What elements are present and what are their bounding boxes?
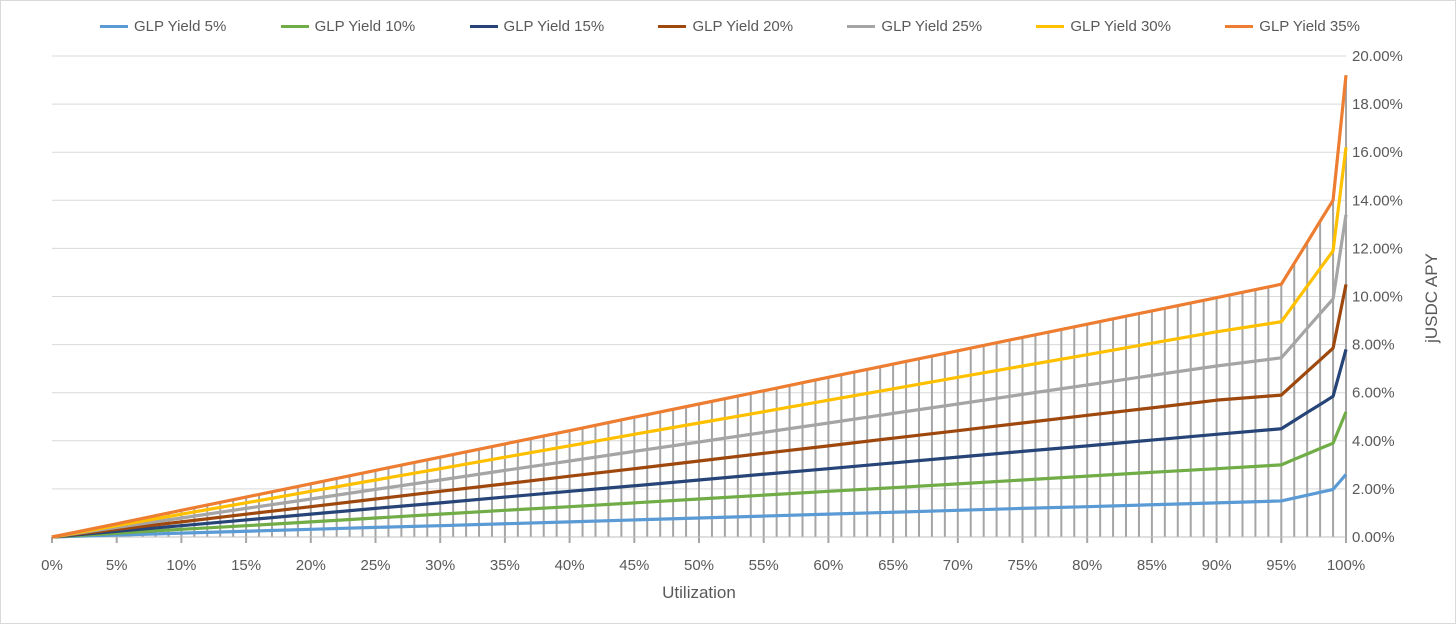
legend-swatch: [1225, 25, 1254, 28]
x-tick-label: 95%: [1266, 557, 1296, 574]
legend-swatch: [847, 25, 876, 28]
x-tick-label: 35%: [490, 557, 520, 574]
legend-label: GLP Yield 15%: [503, 18, 605, 35]
legend-label: GLP Yield 30%: [1070, 18, 1171, 35]
legend-item: GLP Yield 20%: [658, 18, 793, 35]
series-line-3: [51, 348, 1348, 539]
x-tick-label: 15%: [231, 557, 261, 574]
x-tick-label: 100%: [1327, 557, 1365, 574]
legend-label: GLP Yield 20%: [692, 18, 794, 35]
x-tick-label: 20%: [296, 557, 326, 574]
x-tick-label: 30%: [425, 557, 455, 574]
series-line-7: [51, 75, 1348, 539]
y-tick-label: 4.00%: [1352, 433, 1395, 450]
x-tick-label: 85%: [1137, 557, 1167, 574]
series-line-4: [51, 284, 1348, 539]
series-line-2: [51, 411, 1348, 539]
x-tick-label: 40%: [555, 557, 585, 574]
x-tick-label: 75%: [1007, 557, 1037, 574]
x-tick-label: 80%: [1072, 557, 1102, 574]
legend-swatch: [469, 25, 498, 28]
x-tick-label: 90%: [1202, 557, 1232, 574]
x-tick-label: 65%: [878, 557, 908, 574]
y-tick-label: 2.00%: [1352, 481, 1395, 498]
series-line-1: [51, 473, 1348, 539]
legend-item: GLP Yield 30%: [1036, 18, 1171, 35]
x-tick-label: 5%: [106, 557, 128, 574]
legend-item: GLP Yield 25%: [847, 18, 982, 35]
x-tick-label: 50%: [684, 557, 714, 574]
x-tick-label: 10%: [166, 557, 196, 574]
y-tick-label: 12.00%: [1352, 240, 1403, 257]
legend-swatch: [100, 25, 128, 28]
y-tick-label: 18.00%: [1352, 96, 1403, 113]
y-axis-title: jUSDC APY: [1422, 253, 1441, 343]
x-tick-label: 25%: [360, 557, 390, 574]
legend-swatch: [658, 25, 687, 28]
legend-swatch: [280, 25, 309, 28]
x-tick-label: 0%: [41, 557, 63, 574]
x-tick-label: 45%: [619, 557, 649, 574]
y-tick-label: 20.00%: [1352, 48, 1403, 65]
series-line-6: [51, 147, 1348, 539]
legend: GLP Yield 5% GLP Yield 10% GLP Yield 15% GL…: [100, 18, 1360, 35]
x-tick-label: 60%: [813, 557, 843, 574]
legend-label: GLP Yield 25%: [881, 18, 983, 35]
legend-item: GLP Yield 5%: [100, 18, 226, 35]
legend-item: GLP Yield 10%: [280, 18, 416, 35]
y-tick-label: 0.00%: [1352, 529, 1395, 546]
x-tick-label: 55%: [749, 557, 779, 574]
x-tick-label: 70%: [943, 557, 973, 574]
series-line-5: [51, 214, 1348, 539]
legend-label: GLP Yield 35%: [1259, 18, 1360, 35]
x-axis-title: Utilization: [662, 583, 736, 602]
legend-label: GLP Yield 5%: [134, 18, 227, 35]
legend-label: GLP Yield 10%: [314, 18, 416, 35]
legend-item: GLP Yield 35%: [1225, 18, 1360, 35]
y-tick-label: 8.00%: [1352, 337, 1395, 354]
y-tick-label: 10.00%: [1352, 289, 1403, 306]
y-tick-label: 6.00%: [1352, 385, 1395, 402]
y-tick-label: 16.00%: [1352, 144, 1403, 161]
legend-swatch: [1036, 25, 1065, 28]
legend-item: GLP Yield 15%: [469, 18, 605, 35]
y-tick-label: 14.00%: [1352, 192, 1403, 209]
